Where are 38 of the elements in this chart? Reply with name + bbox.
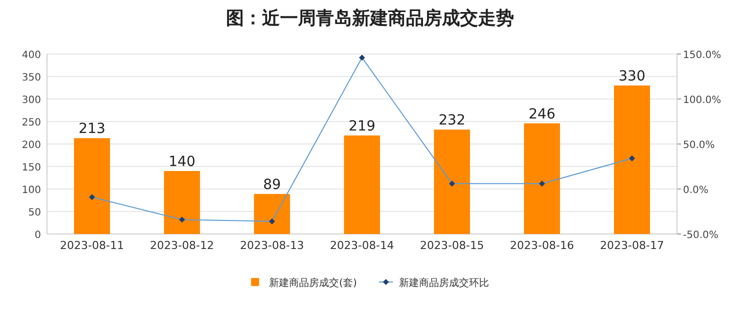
y-tick-label: 50 xyxy=(28,208,41,218)
y-tick-label: 250 xyxy=(22,118,41,128)
data-label: 213 xyxy=(78,121,106,138)
x-tick-label: 2023-08-11 xyxy=(60,239,124,252)
x-tick-label: 2023-08-17 xyxy=(600,239,664,252)
y2-tick-label: -50.0% xyxy=(683,230,718,241)
bar xyxy=(254,194,290,234)
x-tick-label: 2023-08-16 xyxy=(510,239,574,252)
data-label: 219 xyxy=(348,118,376,134)
x-tick-label: 2023-08-13 xyxy=(240,239,304,252)
y-tick-label: 400 xyxy=(22,50,41,61)
bar xyxy=(74,138,110,234)
y-tick-label: 0 xyxy=(34,230,41,241)
y2-tick-label: 0.0% xyxy=(683,185,708,196)
chart-title: 图：近一周青岛新建商品房成交走势 xyxy=(226,8,514,29)
x-tick-label: 2023-08-14 xyxy=(330,239,394,252)
data-label: 89 xyxy=(263,176,281,193)
data-label: 330 xyxy=(618,68,646,84)
x-tick-label: 2023-08-12 xyxy=(150,239,214,252)
y-tick-label: 300 xyxy=(22,95,41,106)
y-tick-label: 150 xyxy=(22,162,41,174)
y-tick-label: 100 xyxy=(22,185,41,196)
y-tick-label: 350 xyxy=(22,72,41,84)
y-tick-label: 200 xyxy=(22,140,41,151)
y2-tick-label: 150.0% xyxy=(683,50,722,61)
bar xyxy=(344,135,380,234)
y2-tick-label: 100.0% xyxy=(683,95,722,106)
data-label: 140 xyxy=(168,154,196,170)
bar xyxy=(434,130,470,234)
bar xyxy=(614,86,650,234)
legend-label: 新建商品房成交(套) xyxy=(269,277,357,289)
bar xyxy=(524,123,560,234)
legend-label: 新建商品房成交环比 xyxy=(398,277,489,289)
bar xyxy=(164,171,200,234)
data-label: 232 xyxy=(438,112,466,129)
data-label: 246 xyxy=(528,106,556,122)
y2-tick-label: 50.0% xyxy=(683,140,715,151)
x-tick-label: 2023-08-15 xyxy=(420,239,484,252)
